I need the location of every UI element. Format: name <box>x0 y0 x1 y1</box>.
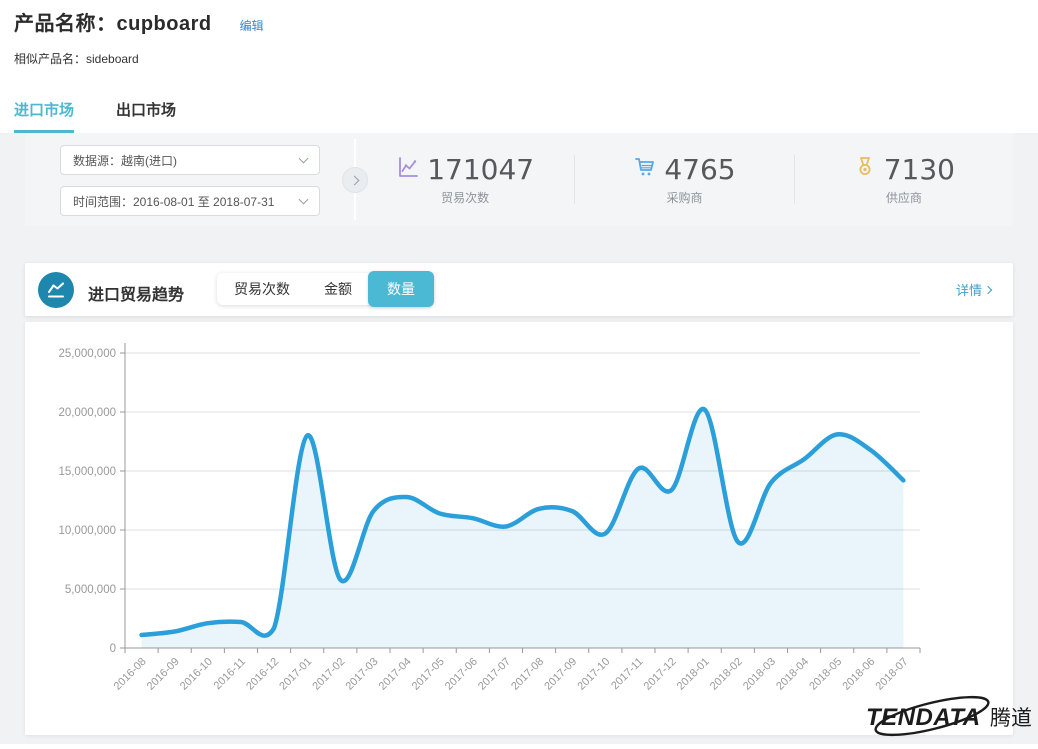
stat-value: 7130 <box>883 153 955 186</box>
content-region: 数据源：越南(进口) 时间范围：2016-08-01 至 2018-07-31 <box>0 133 1038 744</box>
svg-text:10,000,000: 10,000,000 <box>58 525 116 537</box>
svg-text:2017-05: 2017-05 <box>410 656 447 693</box>
svg-text:2018-04: 2018-04 <box>774 656 811 693</box>
time-range-select[interactable]: 时间范围：2016-08-01 至 2018-07-31 <box>60 186 320 216</box>
svg-text:2016-09: 2016-09 <box>145 656 182 693</box>
tab-export-market[interactable]: 出口市场 <box>116 102 177 119</box>
trend-line-chart: 0 5,000,000 10,000,000 15,000,000 20,000,000… <box>58 343 921 693</box>
stat-buyers: 4765 采购商 <box>575 133 793 226</box>
svg-text:15,000,000: 15,000,000 <box>58 466 116 478</box>
stat-label: 贸易次数 <box>441 191 490 205</box>
logo-swoosh <box>874 695 990 737</box>
line-chart-icon <box>396 155 420 184</box>
svg-text:2017-01: 2017-01 <box>277 656 314 693</box>
filter-panel: 数据源：越南(进口) 时间范围：2016-08-01 至 2018-07-31 <box>25 133 1013 226</box>
svg-text:2017-07: 2017-07 <box>476 656 513 693</box>
svg-text:2016-10: 2016-10 <box>178 656 215 693</box>
svg-text:2017-11: 2017-11 <box>609 656 645 692</box>
svg-text:2017-09: 2017-09 <box>542 656 579 693</box>
data-source-value: 数据源：越南(进口) <box>73 153 177 168</box>
svg-text:2017-02: 2017-02 <box>310 656 347 693</box>
svg-text:2018-05: 2018-05 <box>807 656 844 693</box>
trend-chart-card: 0 5,000,000 10,000,000 15,000,000 20,000,000… <box>25 322 1013 735</box>
svg-text:2018-03: 2018-03 <box>741 656 778 693</box>
chevron-right-icon <box>983 285 993 294</box>
toggle-amount[interactable]: 金额 <box>324 281 352 297</box>
svg-text:25,000,000: 25,000,000 <box>58 348 116 360</box>
stat-divider <box>574 155 576 204</box>
chevron-down-icon <box>298 153 309 163</box>
svg-text:2016-08: 2016-08 <box>112 656 149 693</box>
market-tabs: 进口市场 出口市场 <box>14 99 176 133</box>
cart-icon <box>633 155 657 184</box>
svg-text:20,000,000: 20,000,000 <box>58 407 116 419</box>
chevron-down-icon <box>298 194 309 204</box>
stats-row: 171047 贸易次数 4765 <box>356 133 1013 226</box>
toggle-quantity[interactable]: 数量 <box>368 271 434 307</box>
tendata-logo: TENDATA 腾道 <box>860 688 1038 744</box>
toggle-trade-count[interactable]: 贸易次数 <box>234 281 290 297</box>
svg-text:2016-12: 2016-12 <box>244 656 281 693</box>
svg-text:2017-10: 2017-10 <box>575 656 612 693</box>
stat-value: 171047 <box>427 153 535 186</box>
details-label: 详情 <box>955 283 982 298</box>
svg-text:2017-12: 2017-12 <box>642 656 679 693</box>
svg-text:2017-06: 2017-06 <box>443 656 480 693</box>
stat-trade-count: 171047 贸易次数 <box>356 133 574 226</box>
logo-text: TENDATA <box>866 704 981 731</box>
stat-label: 供应商 <box>885 191 922 205</box>
svg-text:2017-03: 2017-03 <box>344 656 381 693</box>
svg-text:2018-02: 2018-02 <box>708 656 745 693</box>
svg-text:2017-04: 2017-04 <box>377 656 414 693</box>
trend-card-title: 进口贸易趋势 <box>88 287 185 304</box>
data-source-select[interactable]: 数据源：越南(进口) <box>60 145 320 175</box>
page-title: 产品名称：cupboard <box>14 13 212 35</box>
trend-card-header: 进口贸易趋势 贸易次数 金额 数量 详情 <box>25 263 1013 316</box>
stat-value: 4765 <box>664 153 736 186</box>
header-bar: 产品名称：cupboard 编辑 <box>14 7 264 36</box>
details-link[interactable]: 详情 <box>955 263 993 316</box>
time-range-value: 时间范围：2016-08-01 至 2018-07-31 <box>73 194 275 209</box>
collapse-filters-button[interactable] <box>342 167 368 193</box>
tab-import-market[interactable]: 进口市场 <box>14 99 75 133</box>
metric-toggle-group: 贸易次数 金额 数量 <box>217 271 434 307</box>
svg-text:0: 0 <box>110 643 116 655</box>
similar-product-label: 相似产品名：sideboard <box>14 52 139 66</box>
medal-icon <box>853 155 877 184</box>
svg-text:2016-11: 2016-11 <box>212 656 248 692</box>
svg-text:5,000,000: 5,000,000 <box>65 584 116 596</box>
svg-text:2018-01: 2018-01 <box>675 656 712 693</box>
stat-label: 采购商 <box>666 191 703 205</box>
stat-divider <box>793 155 795 204</box>
stat-suppliers: 7130 供应商 <box>795 133 1013 226</box>
svg-text:2017-08: 2017-08 <box>509 656 546 693</box>
edit-link[interactable]: 编辑 <box>239 19 264 33</box>
logo-suffix: 腾道 <box>990 707 1032 730</box>
trend-icon <box>38 272 74 308</box>
